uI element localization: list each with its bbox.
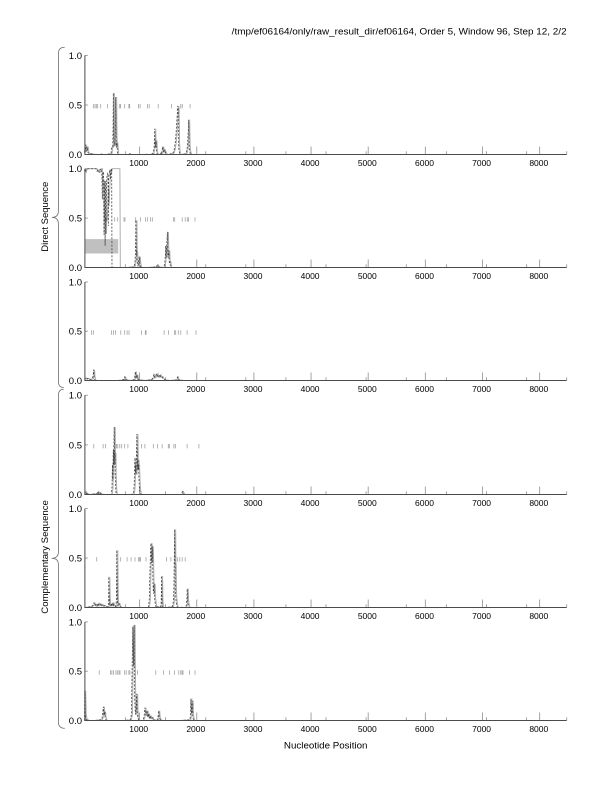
svg-text:0.0: 0.0 — [69, 490, 82, 501]
svg-text:0.5: 0.5 — [69, 327, 82, 338]
svg-text:1000: 1000 — [129, 384, 148, 394]
svg-text:7000: 7000 — [472, 611, 491, 621]
svg-text:0.0: 0.0 — [69, 150, 82, 161]
svg-text:0.5: 0.5 — [69, 100, 82, 111]
svg-text:1000: 1000 — [129, 158, 148, 168]
svg-text:0.0: 0.0 — [69, 716, 82, 727]
svg-text:4000: 4000 — [301, 384, 320, 394]
svg-text:1000: 1000 — [129, 498, 148, 508]
svg-text:1000: 1000 — [129, 724, 148, 734]
svg-text:0.0: 0.0 — [69, 263, 82, 274]
svg-text:7000: 7000 — [472, 158, 491, 168]
svg-text:1000: 1000 — [129, 271, 148, 281]
svg-text:8000: 8000 — [529, 271, 548, 281]
svg-text:8000: 8000 — [529, 384, 548, 394]
svg-text:3000: 3000 — [244, 611, 263, 621]
svg-text:1.0: 1.0 — [69, 504, 82, 515]
svg-text:7000: 7000 — [472, 384, 491, 394]
svg-text:8000: 8000 — [529, 611, 548, 621]
svg-text:0.0: 0.0 — [69, 376, 82, 387]
svg-text:6000: 6000 — [415, 271, 434, 281]
svg-text:1.0: 1.0 — [69, 617, 82, 628]
svg-text:6000: 6000 — [415, 611, 434, 621]
svg-text:0.5: 0.5 — [69, 667, 82, 678]
svg-text:4000: 4000 — [301, 724, 320, 734]
svg-text:0.5: 0.5 — [69, 214, 82, 225]
svg-text:2000: 2000 — [186, 724, 205, 734]
svg-text:0.0: 0.0 — [69, 603, 82, 614]
svg-text:/tmp/ef06164/only/raw_result_d: /tmp/ef06164/only/raw_result_dir/ef06164… — [232, 27, 567, 37]
svg-text:1.0: 1.0 — [69, 164, 82, 175]
svg-text:6000: 6000 — [415, 158, 434, 168]
svg-text:1.0: 1.0 — [69, 391, 82, 402]
svg-text:2000: 2000 — [186, 384, 205, 394]
svg-text:4000: 4000 — [301, 271, 320, 281]
svg-text:7000: 7000 — [472, 724, 491, 734]
svg-text:4000: 4000 — [301, 611, 320, 621]
svg-text:8000: 8000 — [529, 724, 548, 734]
svg-text:5000: 5000 — [358, 611, 377, 621]
svg-text:2000: 2000 — [186, 271, 205, 281]
svg-text:6000: 6000 — [415, 498, 434, 508]
svg-text:8000: 8000 — [529, 498, 548, 508]
svg-text:2000: 2000 — [186, 498, 205, 508]
svg-text:6000: 6000 — [415, 384, 434, 394]
svg-text:5000: 5000 — [358, 498, 377, 508]
svg-text:5000: 5000 — [358, 384, 377, 394]
svg-text:5000: 5000 — [358, 271, 377, 281]
svg-text:3000: 3000 — [244, 158, 263, 168]
svg-text:3000: 3000 — [244, 271, 263, 281]
svg-text:6000: 6000 — [415, 724, 434, 734]
svg-text:5000: 5000 — [358, 724, 377, 734]
svg-text:2000: 2000 — [186, 611, 205, 621]
svg-text:3000: 3000 — [244, 384, 263, 394]
svg-text:Complementary Sequence: Complementary Sequence — [40, 500, 51, 614]
svg-text:3000: 3000 — [244, 724, 263, 734]
svg-text:7000: 7000 — [472, 498, 491, 508]
svg-text:1000: 1000 — [129, 611, 148, 621]
svg-text:4000: 4000 — [301, 498, 320, 508]
svg-text:0.5: 0.5 — [69, 553, 82, 564]
svg-text:0.5: 0.5 — [69, 440, 82, 451]
svg-text:4000: 4000 — [301, 158, 320, 168]
svg-text:8000: 8000 — [529, 158, 548, 168]
svg-text:Direct Sequence: Direct Sequence — [40, 182, 51, 252]
svg-text:3000: 3000 — [244, 498, 263, 508]
svg-text:1.0: 1.0 — [69, 277, 82, 288]
svg-text:1.0: 1.0 — [69, 51, 82, 62]
svg-text:2000: 2000 — [186, 158, 205, 168]
svg-text:7000: 7000 — [472, 271, 491, 281]
svg-text:Nucleotide Position: Nucleotide Position — [284, 740, 368, 751]
svg-text:5000: 5000 — [358, 158, 377, 168]
